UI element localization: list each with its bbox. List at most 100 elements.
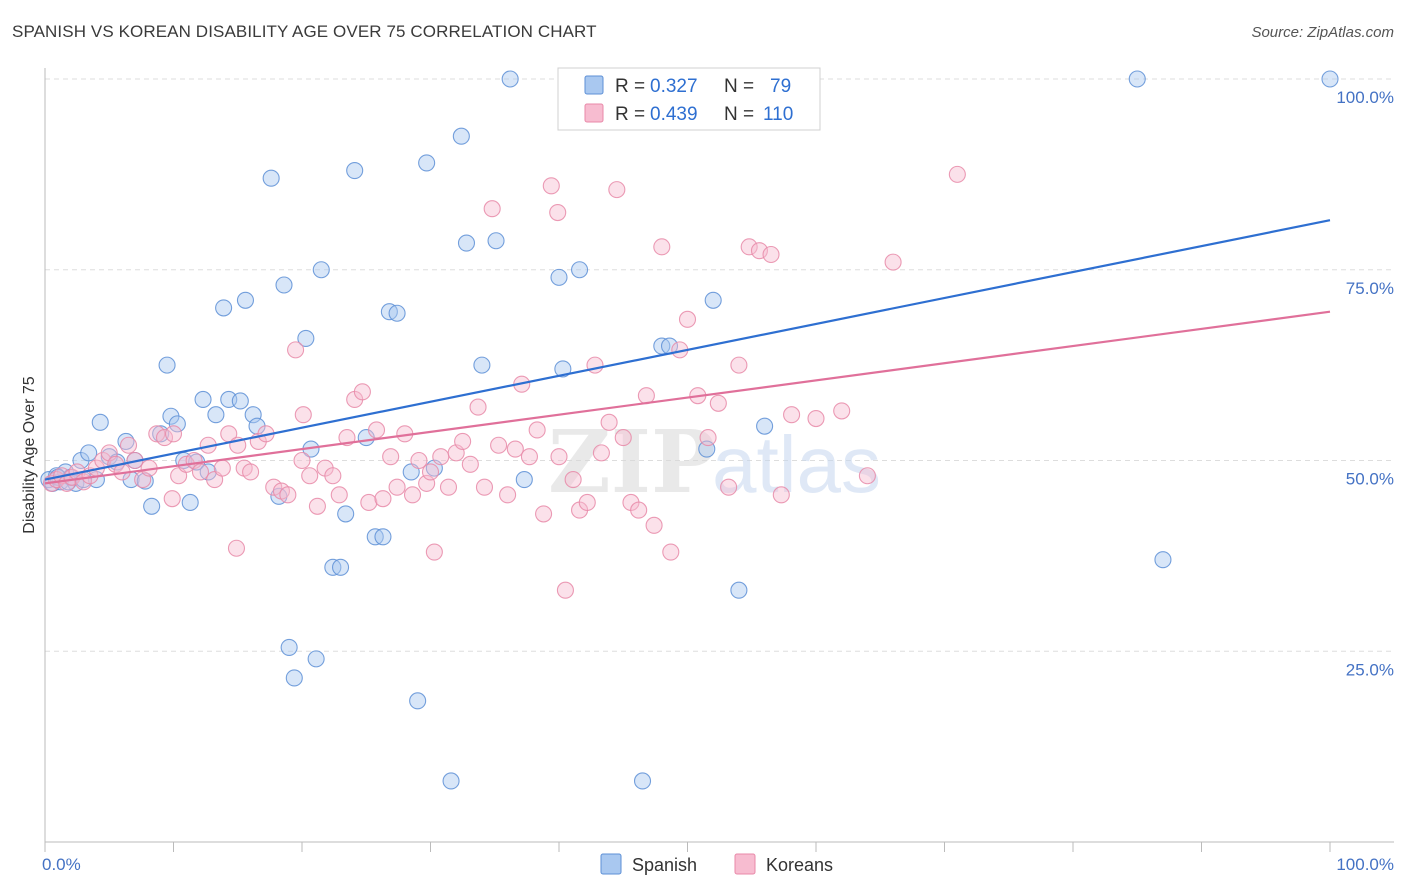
korean-point-63 [483,200,501,218]
korean-point-18 [155,429,174,447]
x-tick-label-left: 0.0% [42,855,81,874]
korean-point-38 [301,467,319,485]
korean-point-49 [382,448,400,466]
spanish-point-45 [337,505,355,523]
legend-n-label-spanish: N = [724,76,754,97]
korean-point-41 [324,467,342,485]
korean-point-35 [279,486,297,504]
bottom-legend-label-korean: Koreans [766,855,833,875]
spanish-point-72 [756,417,774,435]
korean-point-46 [360,493,378,512]
korean-point-85 [645,516,663,534]
legend-swatch-korean [584,103,604,123]
y-tick-label-3: 25.0% [1346,660,1394,679]
korean-point-86 [653,238,671,256]
spanish-point-59 [473,356,491,374]
top-legend: R = 0.327 N = 79 R = 0.439 N = 110 [557,67,821,131]
bottom-legend-label-spanish: Spanish [632,855,697,875]
spanish-point-28 [215,299,233,317]
korean-point-66 [506,440,524,458]
spanish-point-49 [374,528,392,546]
spanish-point-39 [297,329,315,347]
spanish-point-53 [409,692,427,710]
korean-point-104 [948,165,966,183]
korean-point-59 [454,432,472,450]
spanish-point-27 [207,406,225,424]
trend-layer [44,219,1331,485]
spanish-point-38 [285,669,303,687]
korean-point-36 [287,341,305,359]
korean-point-57 [439,478,458,496]
korean-point-83 [630,501,648,519]
korean-point-87 [662,543,680,561]
korean-point-13 [119,436,138,454]
legend-r-label-spanish: R = [615,76,645,97]
spanish-point-25 [194,390,212,409]
korean-point-50 [388,478,406,496]
spanish-point-21 [168,415,186,433]
korean-point-64 [490,436,508,454]
korean-point-105 [550,448,568,466]
series-korean-points [42,165,966,599]
spanish-point-36 [275,276,293,294]
watermark: ZIP atlas [548,412,881,513]
spanish-point-56 [442,772,460,790]
korean-point-100 [807,409,825,428]
korean-point-68 [520,448,538,466]
korean-point-56 [432,448,450,466]
spanish-point-16 [136,472,154,490]
spanish-point-42 [312,261,330,279]
x-tick-label-right: 100.0% [1336,855,1394,874]
spanish-point-8 [80,444,98,462]
spanish-point-54 [418,154,436,172]
korean-point-98 [772,486,790,504]
korean-point-71 [542,177,560,195]
spanish-point-37 [280,638,298,656]
grid-layer [45,78,1394,652]
korean-point-76 [578,493,596,512]
spanish-point-30 [231,392,249,410]
legend-n-value-korean: 110 [763,104,793,125]
spanish-point-58 [457,234,476,252]
korean-point-70 [535,505,553,523]
korean-point-53 [410,451,428,470]
legend-r-label-korean: R = [615,104,645,125]
bottom-legend: Spanish Koreans [600,853,833,875]
spanish-trend-line [44,219,1331,481]
spanish-point-31 [236,291,255,309]
bottom-legend-swatch-korean [734,853,756,875]
korean-point-72 [549,203,567,222]
korean-point-55 [425,543,443,561]
korean-point-89 [678,310,697,328]
korean-point-91 [699,429,717,447]
chart-title: SPANISH VS KOREAN DISABILITY AGE OVER 75… [12,22,597,41]
spanish-point-71 [730,581,748,599]
korean-point-65 [499,486,517,504]
legend-row-korean: R = 0.439 N = 110 [584,103,793,125]
korean-point-81 [614,429,632,447]
spanish-point-34 [262,169,280,187]
spanish-point-74 [1154,551,1172,569]
legend-r-value-spanish: 0.327 [650,76,698,97]
korean-point-109 [164,425,183,443]
bottom-legend-swatch-spanish [600,853,622,875]
korean-point-33 [265,478,283,496]
korean-point-92 [709,394,727,412]
watermark-atlas: atlas [712,420,881,509]
korean-point-78 [592,444,610,462]
korean-point-73 [556,581,574,599]
korean-trend-line [44,310,1331,485]
korean-point-101 [833,402,851,420]
korean-point-95 [740,238,758,256]
spanish-point-65 [571,261,589,279]
korean-point-93 [720,478,738,496]
y-tick-label-0: 100.0% [1336,88,1394,107]
chart-source: Source: ZipAtlas.com [1251,24,1394,41]
korean-point-61 [469,398,487,416]
korean-point-23 [191,463,210,481]
legend-n-value-spanish: 79 [770,76,791,97]
y-tick-label-2: 50.0% [1346,470,1394,489]
spanish-point-60 [487,232,505,250]
korean-point-102 [858,467,876,485]
